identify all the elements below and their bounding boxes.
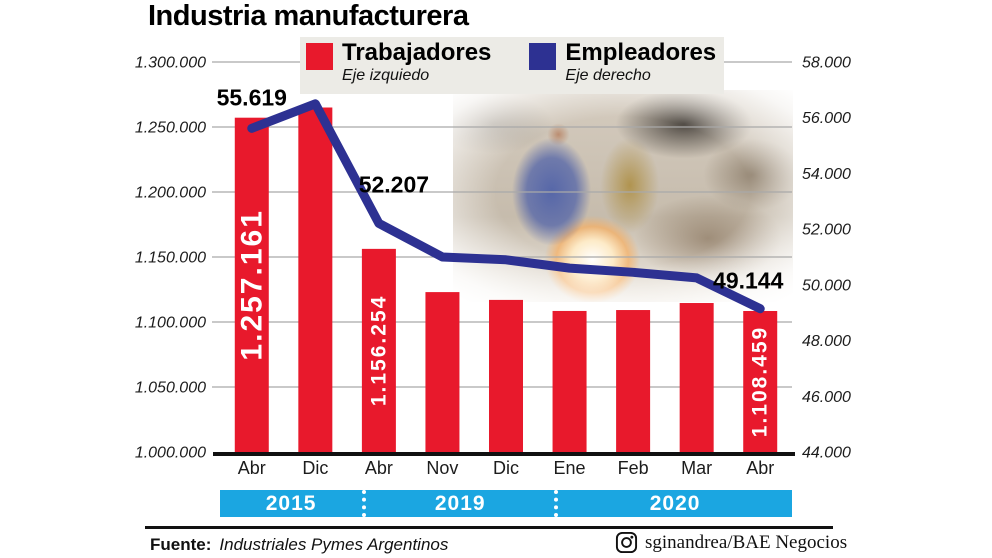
year-label: 2019 (434, 491, 486, 515)
bar-mar-7 (679, 303, 714, 452)
line-value-label: 55.619 (217, 84, 287, 110)
right-axis-tick-label: 52.000 (802, 222, 851, 239)
empleadores-swatch-icon (529, 43, 557, 70)
instagram-icon (615, 531, 638, 554)
year-label: 2020 (649, 491, 701, 515)
x-axis-month-label: Ene (554, 458, 586, 478)
left-axis-tick-label: 1.300.000 (135, 55, 206, 72)
bar-abr-0 (234, 117, 269, 452)
line-value-label: 52.207 (359, 171, 429, 197)
bar-value-label: 1.108.459 (749, 326, 772, 437)
year-segment-2020: 2020 (558, 490, 792, 517)
left-axis-tick-label: 1.050.000 (135, 380, 206, 397)
bar-abr-8 (743, 311, 778, 452)
right-axis-tick-label: 56.000 (802, 110, 851, 127)
year-band: 2015 2019 2020 (220, 490, 792, 517)
chart-legend: Trabajadores Eje izquiedo Empleadores Ej… (300, 37, 724, 94)
legend-item-trabajadores: Trabajadores Eje izquiedo (306, 39, 492, 85)
left-axis-tick-label: 1.100.000 (135, 315, 206, 332)
right-axis-tick-label: 48.000 (802, 333, 851, 350)
bar-value-label: 1.156.254 (367, 295, 390, 406)
bar-ene-5 (552, 310, 587, 452)
x-axis-month-label: Nov (426, 458, 458, 478)
x-axis-month-label: Abr (746, 458, 774, 478)
right-axis-tick-label: 44.000 (802, 445, 851, 462)
left-axis-tick-label: 1.200.000 (135, 185, 206, 202)
empleadores-trend-line (247, 99, 765, 314)
x-axis-month-label: Abr (365, 458, 393, 478)
bar-value-label: 1.257.161 (235, 209, 268, 360)
legend-label: Empleadores (565, 39, 717, 66)
legend-sublabel: Eje izquiedo (342, 67, 430, 85)
trabajadores-swatch-icon (306, 43, 333, 70)
bar-feb-6 (616, 310, 651, 452)
x-axis-month-label: Mar (681, 458, 712, 478)
line-value-label: 49.144 (713, 268, 784, 294)
source-value: Industriales Pymes Argentinos (219, 535, 449, 554)
credit-text: sginandrea/BAE Negocios (645, 531, 848, 553)
x-axis-month-label: Abr (238, 458, 266, 478)
x-axis-month-label: Feb (618, 458, 649, 478)
left-axis-tick-label: 1.150.000 (135, 250, 206, 267)
right-axis-tick-label: 50.000 (802, 277, 851, 294)
x-axis-month-label: Dic (302, 458, 328, 478)
bar-dic-1 (298, 107, 333, 452)
x-axis-month-label: Dic (493, 458, 519, 478)
page-title: Industria manufacturera (148, 0, 469, 32)
legend-item-empleadores: Empleadores Eje derecho (529, 39, 717, 85)
left-axis-tick-label: 1.000.000 (135, 445, 206, 462)
legend-label: Trabajadores (342, 39, 492, 66)
factory-photo-image (453, 90, 793, 302)
bar-abr-2 (361, 248, 396, 452)
year-segment-2019: 2019 (366, 490, 559, 517)
right-axis-tick-label: 54.000 (802, 166, 851, 183)
bar-dic-4 (489, 299, 523, 452)
left-axis-tick-label: 1.250.000 (135, 120, 206, 137)
credit-note: sginandrea/BAE Negocios (615, 531, 847, 554)
year-segment-2015: 2015 (220, 490, 367, 517)
source-note: Fuente: Industriales Pymes Argentinos (150, 535, 448, 555)
year-label: 2015 (265, 491, 317, 515)
right-axis-tick-label: 58.000 (802, 55, 851, 72)
right-axis-tick-label: 46.000 (802, 389, 851, 406)
footer-divider (145, 526, 833, 529)
source-label: Fuente: (150, 535, 212, 554)
bar-nov-3 (425, 292, 460, 452)
legend-sublabel: Eje derecho (565, 67, 651, 85)
